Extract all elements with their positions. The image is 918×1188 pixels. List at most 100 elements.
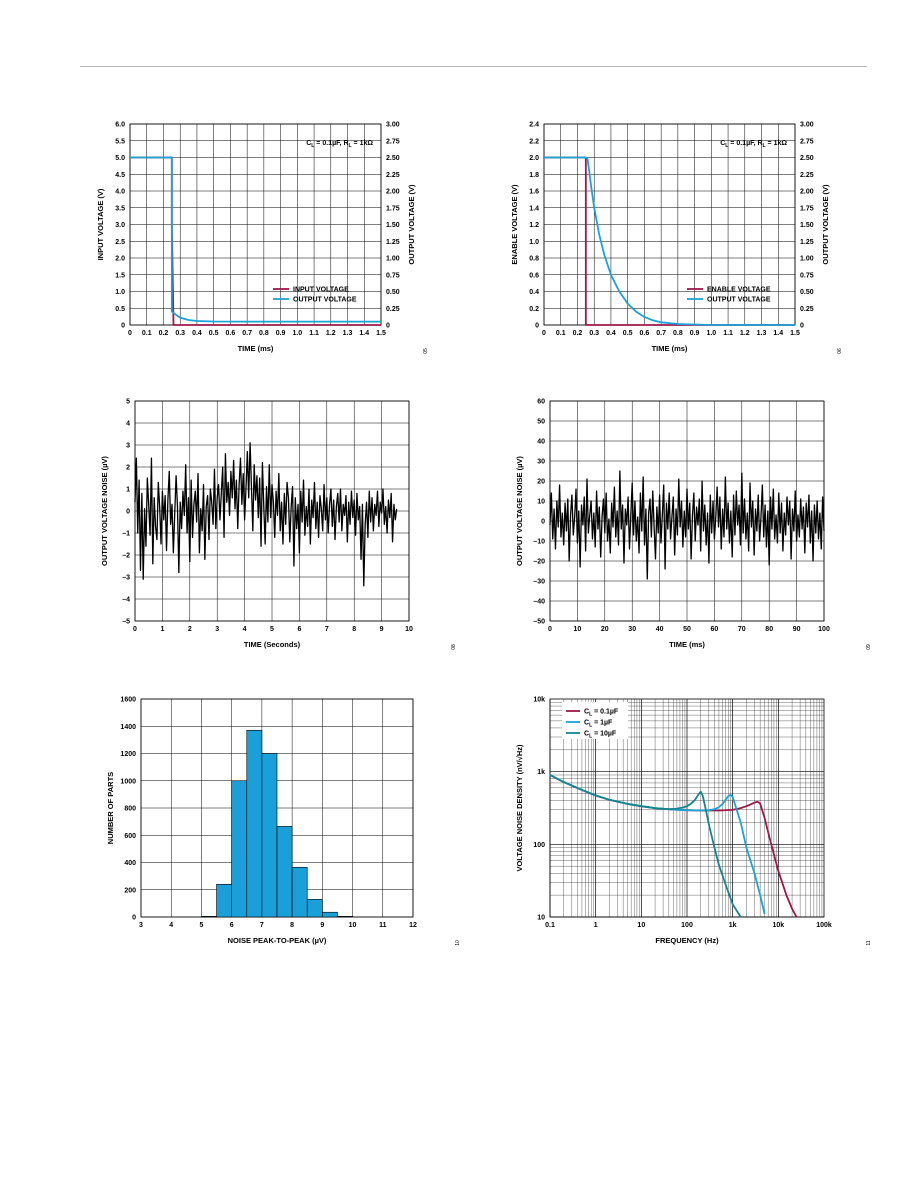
histogram-bar bbox=[246, 730, 263, 918]
x-tick-label: 6 bbox=[297, 626, 301, 633]
x-tick-label: 0.8 bbox=[259, 330, 269, 337]
y-tick-label: –30 bbox=[533, 579, 545, 586]
y-tick-label: 1.8 bbox=[529, 172, 539, 179]
y-tick-label: –50 bbox=[533, 619, 545, 626]
x-tick-label: 1 bbox=[160, 626, 164, 633]
x-tick-label: 0.5 bbox=[623, 330, 633, 337]
x-tick-label: 100 bbox=[681, 922, 693, 929]
chart-c3: 0 1 2 3 4 5 6 7 8 9 10 –5 –4 –3 –2 –1 0 1 2 3 4 5 TIME (Second… bbox=[100, 399, 457, 650]
x-tick-label: 3 bbox=[139, 922, 143, 929]
x-tick-label: 10k bbox=[772, 922, 784, 929]
x-tick-label: 1.1 bbox=[309, 330, 319, 337]
y-tick-label: 5 bbox=[126, 399, 130, 406]
y-tick-label: 5.5 bbox=[115, 138, 125, 145]
x-tick-label: 0.6 bbox=[226, 330, 236, 337]
grid bbox=[134, 400, 410, 622]
legend-part: = 0.1µF bbox=[592, 709, 619, 716]
y-tick-label: 2.4 bbox=[529, 122, 539, 129]
y-tick-label: –4 bbox=[122, 597, 130, 604]
y2-tick-label: 2.25 bbox=[386, 172, 400, 179]
y2-tick-label: 2.25 bbox=[800, 172, 814, 179]
legend-label: INPUT VOLTAGE bbox=[293, 287, 349, 294]
plot-frame bbox=[549, 698, 825, 918]
annotation-part: C bbox=[720, 140, 725, 147]
y2-tick-label: 0.50 bbox=[800, 289, 814, 296]
y2-tick-label: 1.00 bbox=[386, 256, 400, 263]
x-tick-label: 2 bbox=[188, 626, 192, 633]
x-tick-label: 0.1 bbox=[556, 330, 566, 337]
legend-part: L bbox=[589, 734, 592, 740]
y-axis-label: INPUT VOLTAGE (V) bbox=[96, 188, 105, 260]
x-tick-label: 0 bbox=[542, 330, 546, 337]
x-tick-label: 0.1 bbox=[545, 922, 555, 929]
annotation-part: = 0.1µF, R bbox=[314, 140, 348, 147]
histogram-bar bbox=[216, 883, 232, 918]
y-tick-label: 1.0 bbox=[529, 239, 539, 246]
series-line bbox=[549, 774, 742, 918]
x-tick-label: 0.9 bbox=[690, 330, 700, 337]
annotation-part: L bbox=[725, 143, 728, 149]
y2-tick-label: 1.25 bbox=[800, 239, 814, 246]
series-line bbox=[544, 156, 795, 326]
y2-tick-label: 3.00 bbox=[800, 122, 814, 129]
y-tick-label: 0.8 bbox=[529, 256, 539, 263]
chart-c6: 0.1 1 10 100 1k 10k 100k 10 100 1k 10k FREQUENCY (H… bbox=[515, 697, 872, 946]
legend-label: OUTPUT VOLTAGE bbox=[707, 297, 771, 304]
y-tick-label: 1.0 bbox=[115, 289, 125, 296]
y-tick-label: 3 bbox=[126, 443, 130, 450]
histogram-bar bbox=[261, 753, 278, 918]
x-tick-label: 60 bbox=[711, 626, 719, 633]
y-tick-label: –20 bbox=[533, 559, 545, 566]
y-tick-label: 1.4 bbox=[529, 205, 539, 212]
x-tick-label: 100k bbox=[816, 922, 832, 929]
y-tick-label: 3.5 bbox=[115, 205, 125, 212]
x-tick-label: 8 bbox=[352, 626, 356, 633]
y-tick-label: 2.2 bbox=[529, 138, 539, 145]
x-tick-label: 1.3 bbox=[757, 330, 767, 337]
y2-tick-label: 1.50 bbox=[386, 222, 400, 229]
x-tick-label: 0.3 bbox=[589, 330, 599, 337]
figure-number: 06 bbox=[837, 348, 843, 354]
annotation-part: L bbox=[311, 143, 314, 149]
x-tick-label: 0.2 bbox=[159, 330, 169, 337]
x-tick-label: 0 bbox=[133, 626, 137, 633]
x-tick-label: 100 bbox=[818, 626, 830, 633]
y-tick-label: 1k bbox=[537, 769, 545, 776]
legend-part: C bbox=[584, 709, 589, 716]
y-tick-label: 1000 bbox=[120, 778, 136, 785]
x-tick-label: 10 bbox=[574, 626, 582, 633]
y2-tick-label: 0.25 bbox=[800, 306, 814, 313]
x-tick-label: 1.5 bbox=[376, 330, 386, 337]
x-tick-label: 0.7 bbox=[242, 330, 252, 337]
y-tick-label: 0.6 bbox=[529, 272, 539, 279]
y2-tick-label: 2.75 bbox=[386, 138, 400, 145]
y2-tick-label: 0.25 bbox=[386, 306, 400, 313]
x-tick-label: 1.3 bbox=[343, 330, 353, 337]
y-tick-label: 1.2 bbox=[529, 222, 539, 229]
y-tick-label: 1200 bbox=[120, 751, 136, 758]
x-tick-label: 12 bbox=[409, 922, 417, 929]
y-tick-label: 2.0 bbox=[115, 256, 125, 263]
figure-number: 08 bbox=[451, 644, 457, 650]
plot-frame bbox=[134, 400, 410, 622]
y-tick-label: 400 bbox=[124, 860, 136, 867]
annotation-part: = 1kΩ bbox=[352, 140, 374, 147]
chart-c4: 0 10 20 30 40 50 60 70 80 90 100 –50 –40 –30 –20 –10 0 10… bbox=[515, 399, 872, 650]
y2-tick-label: 2.50 bbox=[800, 155, 814, 162]
y-tick-label: 1 bbox=[126, 487, 130, 494]
x-tick-label: 20 bbox=[601, 626, 609, 633]
y-tick-label: 0.2 bbox=[529, 306, 539, 313]
x-tick-label: 50 bbox=[683, 626, 691, 633]
x-tick-label: 0 bbox=[548, 626, 552, 633]
y-tick-label: 0 bbox=[126, 509, 130, 516]
x-tick-label: 0.7 bbox=[656, 330, 666, 337]
y-tick-label: –5 bbox=[122, 619, 130, 626]
x-tick-label: 5 bbox=[199, 922, 203, 929]
grid bbox=[129, 123, 382, 326]
x-axis-label: FREQUENCY (Hz) bbox=[655, 936, 719, 945]
histogram-bar bbox=[231, 780, 248, 918]
x-tick-label: 0.4 bbox=[606, 330, 616, 337]
y-tick-label: 10 bbox=[537, 915, 545, 922]
x-tick-label: 5 bbox=[270, 626, 274, 633]
